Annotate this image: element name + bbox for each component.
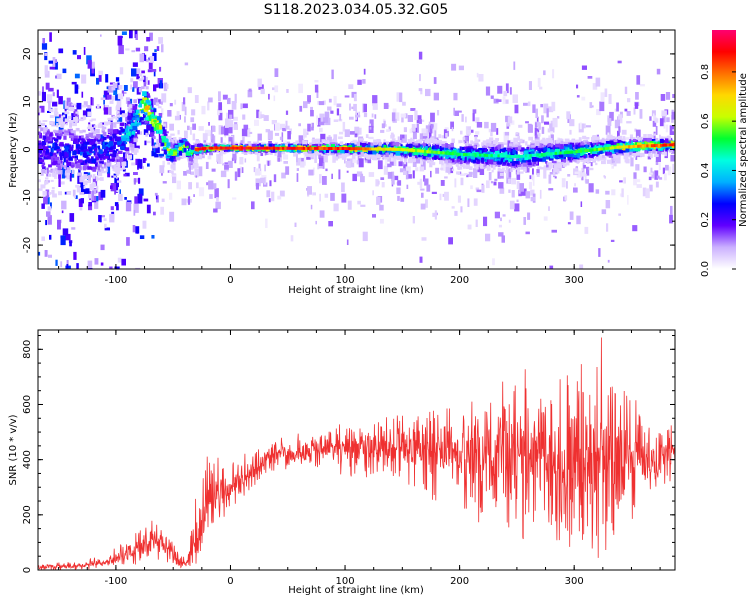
figure-title: S118.2023.034.05.32.G05 bbox=[264, 2, 449, 18]
spectrogram-x-tick-label: 100 bbox=[335, 275, 354, 286]
snr-x-tick-label: 300 bbox=[565, 576, 584, 587]
spectrogram-ylabel: Frequency (Hz) bbox=[8, 112, 19, 188]
snr-x-tick-label: 200 bbox=[450, 576, 469, 587]
colorbar-label: Normalized spectral amplitude bbox=[738, 73, 749, 227]
colorbar-tick-label: 0.6 bbox=[700, 113, 711, 129]
spectrogram-x-tick-label: 300 bbox=[565, 275, 584, 286]
colorbar-tick-label: 0.4 bbox=[700, 162, 711, 178]
spectrogram-x-tick-label: -100 bbox=[105, 275, 128, 286]
spectrogram-y-tick-label: -20 bbox=[22, 237, 33, 253]
snr-ylabel: SNR (10 * v/v) bbox=[8, 414, 19, 485]
colorbar-gradient bbox=[712, 30, 736, 269]
snr-y-tick-label: 0 bbox=[22, 567, 33, 573]
spectrogram-x-tick-label: 200 bbox=[450, 275, 469, 286]
snr-panel: -100 0 100 200 300 0 200 400 600 800 Height of st… bbox=[8, 329, 676, 596]
snr-frame bbox=[37, 329, 676, 571]
spectrogram-y-tick-label: -10 bbox=[22, 189, 33, 205]
colorbar-tick-label: 0.0 bbox=[700, 261, 711, 277]
snr-x-tick-label: -100 bbox=[105, 576, 128, 587]
snr-xlabel: Height of straight line (km) bbox=[288, 585, 424, 596]
snr-y-tick-label: 600 bbox=[22, 395, 33, 414]
snr-y-tick-label: 200 bbox=[22, 505, 33, 524]
spectrogram-y-tick-label: 10 bbox=[22, 95, 33, 108]
snr-x-tick-label: 100 bbox=[335, 576, 354, 587]
snr-x-tick-label: 0 bbox=[227, 576, 233, 587]
colorbar-tick-label: 0.8 bbox=[700, 64, 711, 80]
spectrogram-xlabel: Height of straight line (km) bbox=[288, 285, 424, 296]
spectrogram-x-tick-label: 0 bbox=[227, 275, 233, 286]
colorbar-tick-label: 0.2 bbox=[700, 212, 711, 228]
colorbar: 0.0 0.2 0.4 0.6 0.8 Normalized spectral ampl… bbox=[700, 30, 749, 277]
snr-y-tick-label: 800 bbox=[22, 340, 33, 359]
spectrogram-y-tick-label: 20 bbox=[22, 48, 33, 61]
colorbar-ticks: 0.0 0.2 0.4 0.6 0.8 bbox=[700, 64, 736, 277]
snr-series-line bbox=[38, 337, 675, 570]
snr-ticks: -100 0 100 200 300 0 200 400 600 800 bbox=[22, 330, 675, 587]
spectrogram-y-tick-label: 0 bbox=[22, 146, 33, 152]
spectrogram-heatmap bbox=[38, 30, 675, 269]
snr-y-tick-label: 400 bbox=[22, 450, 33, 469]
